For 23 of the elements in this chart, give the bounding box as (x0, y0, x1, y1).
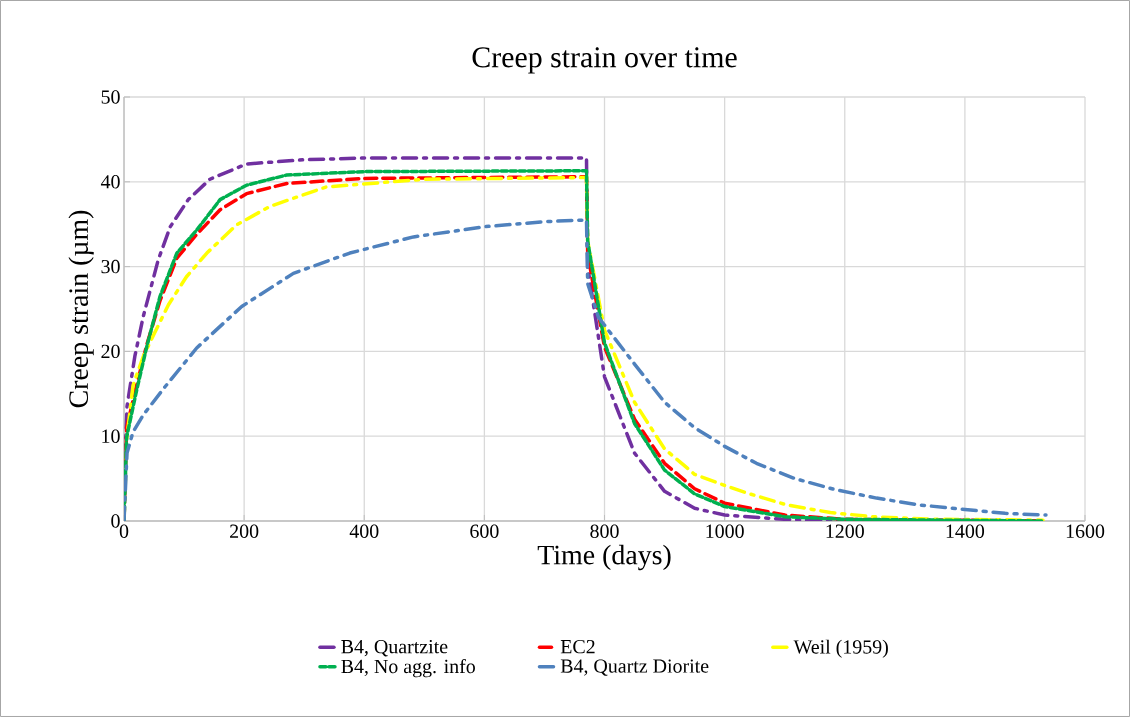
y-tick-label: 10 (102, 429, 120, 443)
legend-label: B4, Quartzite (341, 639, 448, 657)
x-tick-label: 200 (230, 524, 259, 538)
y-axis-title: Creep strain (µm) (68, 210, 94, 408)
legend-label: EC2 (560, 639, 595, 654)
y-tick-label: 40 (100, 175, 120, 189)
legend-label: B4, No agg. info (341, 658, 475, 678)
x-axis-title: Time (days) (537, 544, 671, 571)
x-tick-label: 600 (470, 524, 499, 538)
legend-label: Weil (1959) (793, 639, 888, 658)
y-tick-label: 30 (101, 259, 120, 274)
x-tick-label: 1000 (706, 524, 744, 538)
x-tick-label: 800 (590, 524, 619, 538)
chart-title: Creep strain over time (472, 47, 737, 74)
legend-label: B4, Quartz Diorite (560, 659, 709, 676)
x-tick-label: 1400 (946, 524, 985, 538)
y-tick-label: 50 (101, 90, 120, 104)
y-tick-label: 20 (101, 344, 120, 359)
y-tick-label: 0 (111, 514, 120, 528)
x-tick-label: 1600 (1066, 524, 1105, 538)
x-tick-label: 400 (349, 524, 379, 538)
x-tick-label: 1200 (826, 524, 864, 538)
x-tick-label: 0 (119, 524, 129, 538)
